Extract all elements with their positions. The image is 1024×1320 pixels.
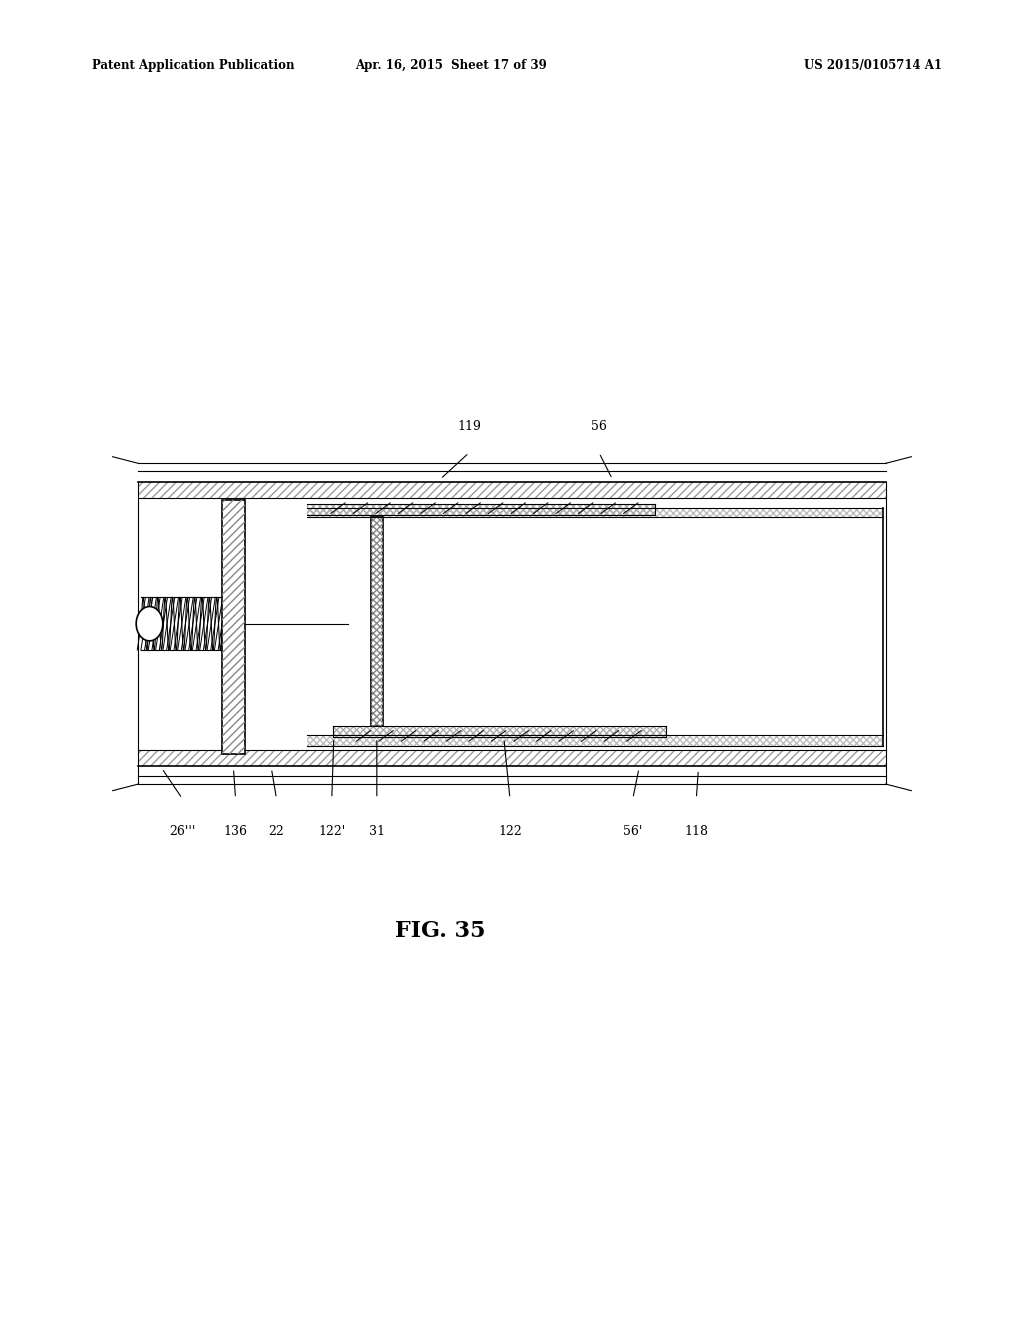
Bar [333,726,666,737]
Text: US 2015/0105714 A1: US 2015/0105714 A1 [804,59,942,73]
Text: Patent Application Publication: Patent Application Publication [92,59,295,73]
Text: 136: 136 [223,825,248,838]
Bar [307,508,883,517]
Bar [138,750,886,766]
Bar [371,517,383,726]
Text: 26''': 26''' [169,825,196,838]
Text: 31: 31 [369,825,385,838]
Text: 122: 122 [498,825,522,838]
Bar [307,504,655,515]
Circle shape [136,607,163,642]
Text: 22: 22 [268,825,285,838]
Text: Apr. 16, 2015  Sheet 17 of 39: Apr. 16, 2015 Sheet 17 of 39 [354,59,547,73]
Bar [307,735,883,746]
Text: 56: 56 [591,420,607,433]
Text: 56': 56' [624,825,642,838]
Bar [222,500,245,754]
Text: FIG. 35: FIG. 35 [395,920,485,941]
Bar [371,517,383,726]
Text: 122': 122' [318,825,345,838]
Bar [222,500,245,754]
Text: 119: 119 [457,420,481,433]
Text: 118: 118 [684,825,709,838]
Bar [138,482,886,498]
